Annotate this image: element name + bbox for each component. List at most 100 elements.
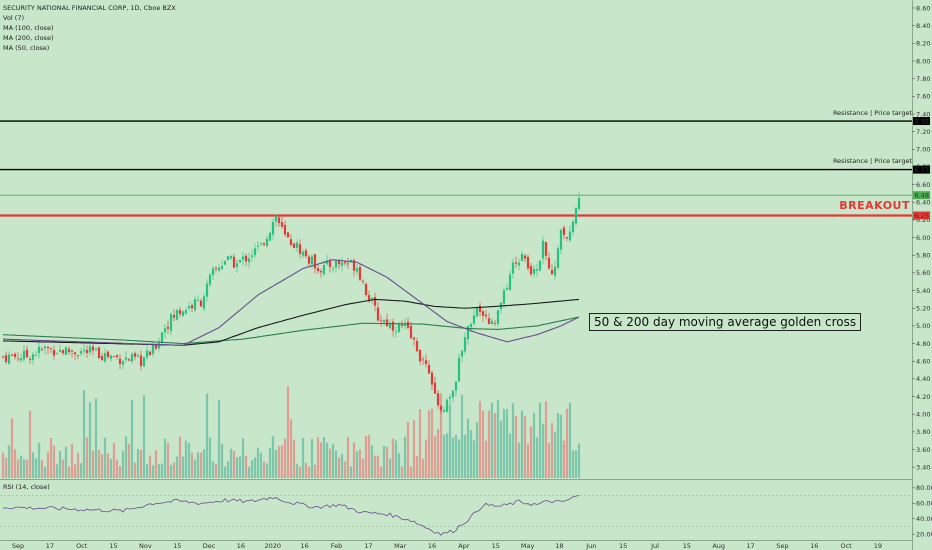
volume-bar: [496, 400, 500, 478]
candle-body: [214, 267, 218, 269]
candle-body: [487, 318, 491, 324]
volume-bar: [532, 412, 536, 478]
volume-bar: [511, 403, 515, 478]
candle-body: [406, 321, 410, 328]
volume-bar: [349, 466, 353, 478]
candle-body: [538, 260, 542, 271]
time-tick-label: 16: [301, 542, 309, 550]
candle-body: [121, 361, 125, 365]
volume-bar: [160, 463, 164, 478]
volume-bar: [166, 442, 170, 478]
candle-body: [421, 359, 425, 361]
price-tick-label: 7.00: [916, 146, 930, 154]
candle-body: [109, 355, 113, 359]
time-tick-label: Sep: [12, 542, 24, 550]
volume-bar: [430, 408, 434, 478]
candle-body: [49, 348, 53, 350]
level-price-tag: [913, 211, 930, 220]
candle-body: [79, 351, 83, 354]
candle-body: [268, 232, 272, 241]
candle-body: [373, 297, 377, 306]
volume-bar: [535, 437, 539, 478]
candle-body: [328, 260, 332, 268]
candle-body: [97, 347, 101, 358]
candle-body: [430, 372, 434, 385]
candle-body: [145, 350, 149, 358]
rsi-legend: RSI (14, close): [3, 483, 50, 491]
volume-bar: [181, 456, 185, 478]
candle-body: [85, 349, 89, 354]
candle-body: [316, 268, 320, 272]
candle-body: [493, 323, 497, 324]
price-tick-label: 6.40: [916, 199, 930, 207]
candle-body: [376, 307, 380, 321]
candle-body: [472, 315, 476, 324]
volume-bar: [100, 454, 104, 478]
candle-body: [34, 355, 38, 357]
time-tick-label: 19: [874, 542, 882, 550]
candle-body: [253, 248, 257, 256]
volume-bar: [274, 449, 278, 478]
volume-bar: [421, 458, 425, 478]
volume-bar: [262, 461, 266, 478]
candle-body: [478, 305, 482, 312]
volume-bar: [484, 440, 488, 478]
candle-body: [265, 238, 269, 246]
legend-ma50: MA (50, close): [3, 44, 50, 52]
volume-bar: [424, 439, 428, 478]
candle-body: [490, 320, 494, 324]
candle-body: [163, 328, 167, 333]
time-tick-label: Dec: [203, 542, 216, 550]
volume-bar: [220, 443, 224, 478]
volume-bar: [400, 466, 404, 478]
volume-bar: [82, 390, 86, 478]
volume-bar: [436, 429, 440, 478]
candle-body: [220, 266, 224, 269]
candle-body: [457, 357, 461, 382]
volume-bar: [106, 453, 110, 478]
time-tick-label: 17: [364, 542, 372, 550]
candle-body: [211, 268, 215, 276]
volume-bar: [340, 453, 344, 478]
volume-bar: [64, 446, 68, 478]
candle-body: [193, 299, 197, 310]
ma50-line: [2, 259, 580, 346]
candle-body: [571, 221, 575, 232]
time-tick-label: 15: [619, 542, 627, 550]
candle-body: [247, 258, 251, 263]
volume-bar: [397, 453, 401, 478]
candle-body: [118, 358, 122, 364]
candle-body: [292, 243, 296, 248]
volume-bar: [76, 452, 80, 478]
candle-body: [460, 350, 464, 357]
volume-bar: [265, 463, 269, 478]
volume-bar: [307, 466, 311, 478]
candle-body: [568, 231, 572, 241]
volume-bar: [250, 460, 254, 478]
volume-bar: [472, 440, 476, 478]
level-price-tag-label: 7.32: [915, 117, 929, 125]
volume-bar: [73, 464, 77, 478]
volume-bar: [481, 410, 485, 478]
candle-body: [10, 354, 14, 356]
price-tick-label: 4.40: [916, 375, 930, 383]
candle-body: [454, 382, 458, 391]
candle-body: [256, 245, 260, 247]
volume-bar: [445, 433, 449, 478]
volume-bar: [151, 465, 155, 478]
legend: SECURITY NATIONAL FINANCIAL CORP, 1D, Cb…: [3, 3, 176, 53]
volume-bar: [88, 402, 92, 478]
volume-bar: [544, 401, 548, 478]
volume-bar: [277, 445, 281, 478]
candle-body: [355, 268, 359, 272]
volume-bar: [295, 463, 299, 478]
volume-bar: [574, 450, 578, 478]
candle-body: [418, 349, 422, 362]
time-tick-label: 15: [492, 542, 500, 550]
volume-bar: [469, 430, 473, 478]
time-tick-label: Feb: [331, 542, 343, 550]
candle-body: [337, 260, 341, 265]
candle-body: [442, 410, 446, 413]
candle-body: [409, 326, 413, 339]
